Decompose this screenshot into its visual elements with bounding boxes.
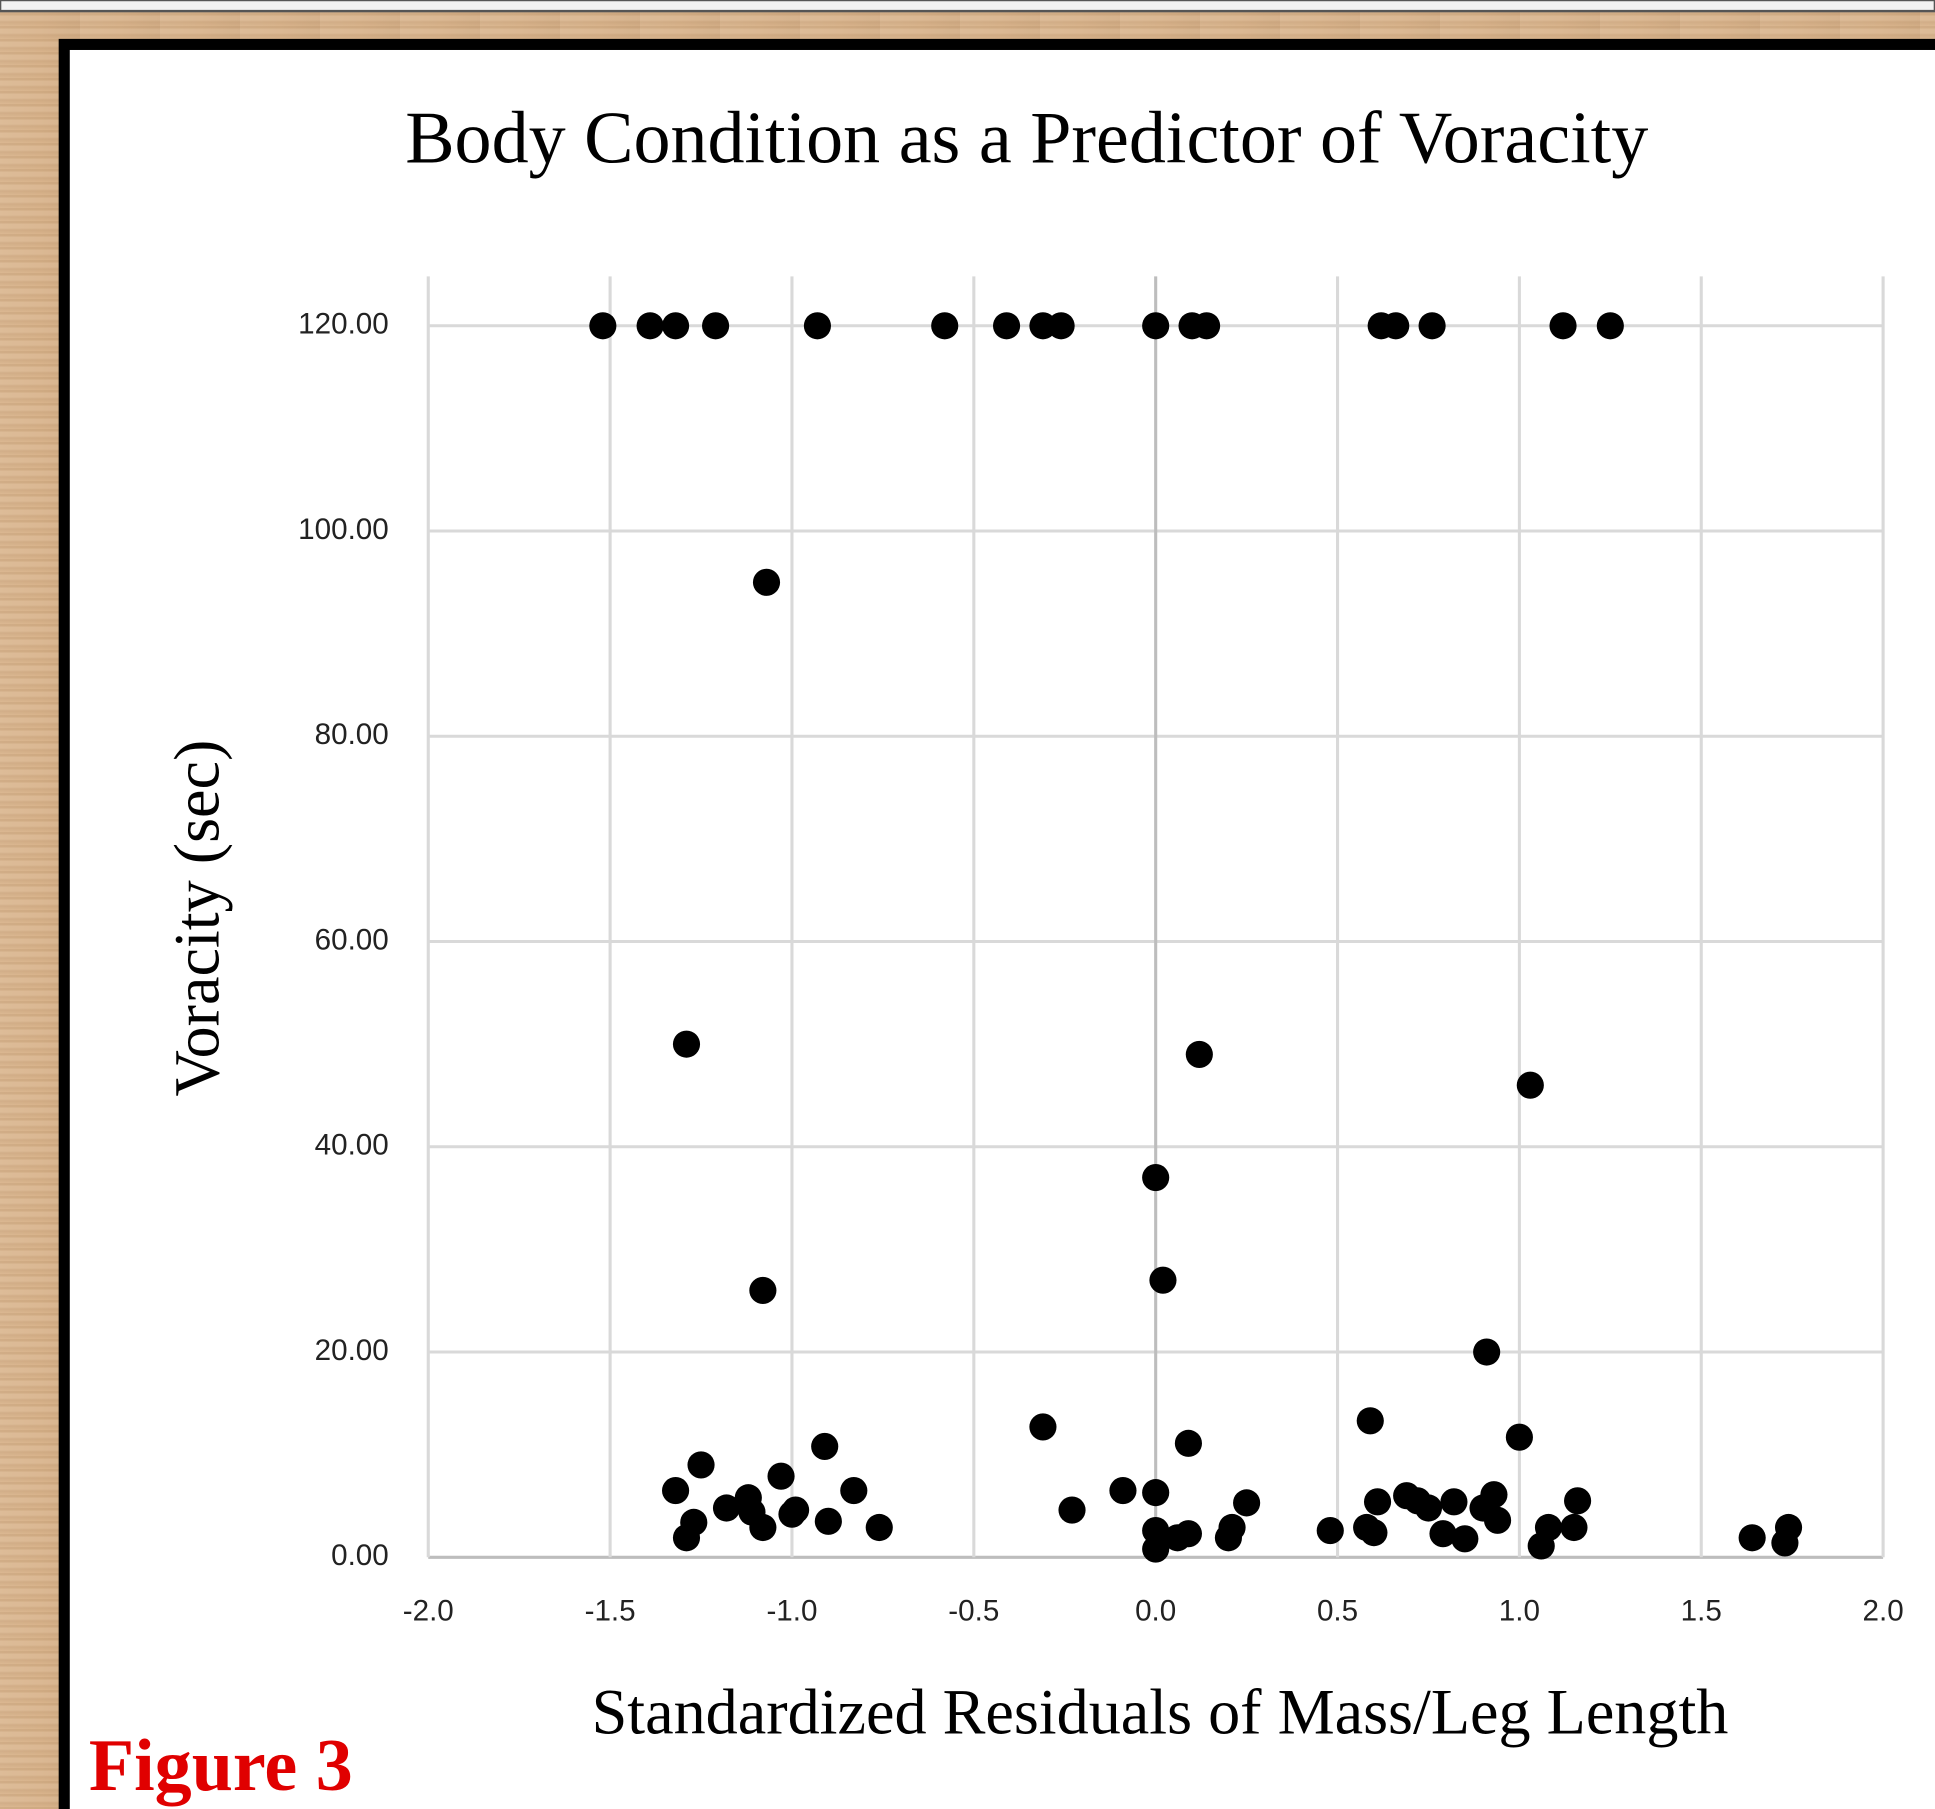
point	[1549, 312, 1576, 339]
top-bar	[0, 0, 1935, 11]
x-tick-label: 1.5	[1681, 1595, 1722, 1628]
figure-label: Figure 3	[89, 1725, 353, 1807]
point	[811, 1433, 838, 1460]
point	[1109, 1477, 1136, 1504]
point	[1142, 1479, 1169, 1506]
point	[782, 1496, 809, 1523]
y-tick-label: 80.00	[315, 718, 389, 751]
x-tick-label: -1.0	[766, 1595, 817, 1628]
point	[1419, 312, 1446, 339]
point	[1560, 1514, 1587, 1541]
point	[589, 312, 616, 339]
point	[1739, 1524, 1766, 1551]
x-tick-label: 0.0	[1135, 1595, 1176, 1628]
point	[1317, 1517, 1344, 1544]
page: Body Condition as a Predictor of Voracit…	[0, 0, 1935, 1809]
point	[931, 312, 958, 339]
point	[1357, 1407, 1384, 1434]
point	[1058, 1496, 1085, 1523]
point	[1771, 1529, 1798, 1556]
point	[1186, 1041, 1213, 1068]
point	[1364, 1488, 1391, 1515]
x-tick-label: -2.0	[403, 1595, 454, 1628]
point	[662, 312, 689, 339]
point	[673, 1524, 700, 1551]
chart-title: Body Condition as a Predictor of Voracit…	[405, 98, 1648, 180]
point	[1415, 1494, 1442, 1521]
point	[1440, 1488, 1467, 1515]
point	[1142, 1535, 1169, 1562]
y-tick-label: 120.00	[298, 308, 389, 341]
point	[637, 312, 664, 339]
point	[804, 312, 831, 339]
y-tick-label: 100.00	[298, 513, 389, 546]
point	[1029, 1413, 1056, 1440]
point	[993, 312, 1020, 339]
chart: Body Condition as a Predictor of Voracit…	[0, 0, 1935, 1809]
point	[1564, 1487, 1591, 1514]
x-tick-label: -1.5	[585, 1595, 636, 1628]
point	[1193, 312, 1220, 339]
point	[702, 312, 729, 339]
y-tick-label: 60.00	[315, 923, 389, 956]
y-tick-label: 0.00	[331, 1539, 389, 1572]
point	[1473, 1338, 1500, 1365]
point	[1142, 1164, 1169, 1191]
point	[767, 1463, 794, 1490]
point	[1142, 312, 1169, 339]
x-axis-label: Standardized Residuals of Mass/Leg Lengt…	[592, 1677, 1729, 1748]
point	[1451, 1525, 1478, 1552]
x-tick-label: 2.0	[1863, 1595, 1904, 1628]
y-axis-label: Voracity (sec)	[161, 740, 232, 1097]
point	[840, 1477, 867, 1504]
point	[673, 1031, 700, 1058]
point	[1149, 1267, 1176, 1294]
point	[662, 1477, 689, 1504]
x-tick-label: -0.5	[948, 1595, 999, 1628]
point	[1597, 312, 1624, 339]
point	[749, 1514, 776, 1541]
x-tick-label: 0.5	[1317, 1595, 1358, 1628]
point	[1517, 1072, 1544, 1099]
y-tick-label: 40.00	[315, 1129, 389, 1162]
point	[1360, 1519, 1387, 1546]
point	[1175, 1430, 1202, 1457]
point	[1233, 1489, 1260, 1516]
point	[866, 1514, 893, 1541]
y-tick-label: 20.00	[315, 1334, 389, 1367]
x-tick-label: 1.0	[1499, 1595, 1540, 1628]
point	[1506, 1424, 1533, 1451]
point	[815, 1508, 842, 1535]
point	[1484, 1507, 1511, 1534]
point	[1528, 1532, 1555, 1559]
point	[753, 569, 780, 596]
point	[1048, 312, 1075, 339]
point	[1215, 1524, 1242, 1551]
point	[1382, 312, 1409, 339]
point	[749, 1277, 776, 1304]
point	[687, 1451, 714, 1478]
